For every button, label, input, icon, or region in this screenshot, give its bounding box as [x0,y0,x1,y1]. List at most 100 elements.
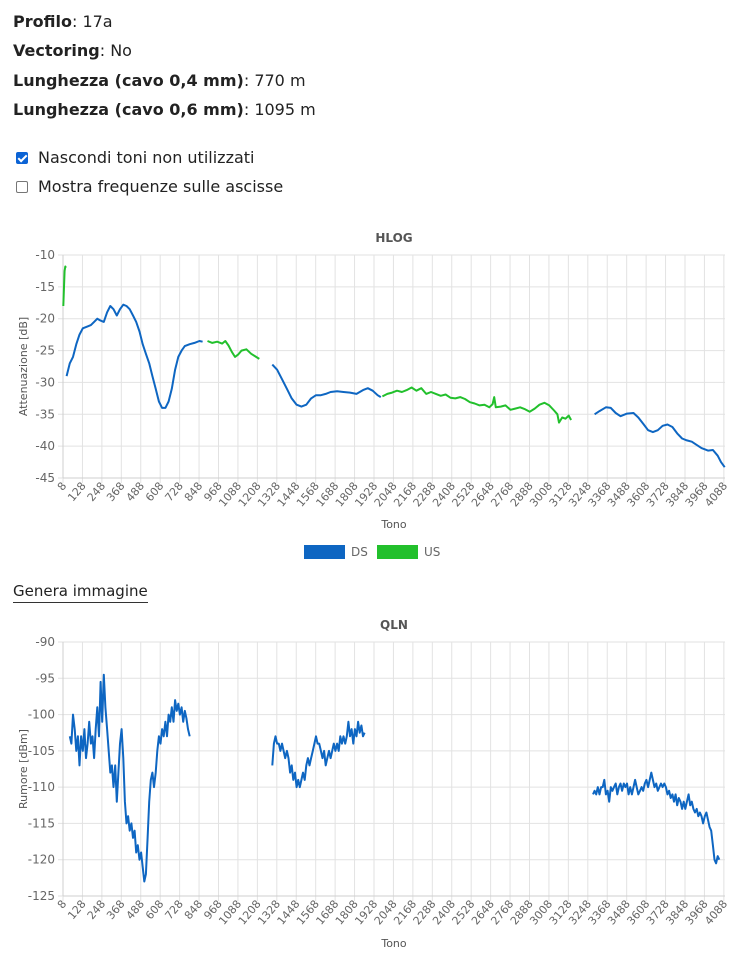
qln-x-tick-label: 608 [143,898,166,922]
legend-label-us: US [424,545,440,559]
qln-x-tick-label: 3368 [586,898,614,928]
qln-y-tick-label: -110 [28,780,55,794]
qln-y-tick-label: -100 [28,708,55,722]
show-frequencies-option[interactable]: Mostra frequenze sulle ascisse [16,177,283,196]
qln-x-tick-label: 2888 [508,898,536,928]
qln-x-tick-label: 3728 [644,898,672,928]
hlog-x-tick-label: 1208 [236,480,264,510]
show-frequencies-checkbox[interactable] [16,180,28,193]
hlog-x-tick-label: 2648 [469,480,497,510]
hlog-y-tick-label: -20 [35,312,55,326]
hlog-x-tick-label: 2048 [372,480,400,510]
hlog-x-tick-label: 488 [124,480,147,504]
hlog-x-tick-label: 2528 [450,480,478,510]
qln-series-ds-line [592,771,721,865]
qln-x-tick-label: 2528 [450,898,478,928]
qln-y-tick-label: -90 [35,635,55,649]
qln-x-tick-label: 1448 [275,898,303,928]
qln-x-tick-label: 1208 [236,898,264,928]
qln-x-tick-label: 2048 [372,898,400,928]
qln-x-tick-label: 848 [182,898,205,922]
hlog-x-tick-label: 3608 [624,480,652,510]
hlog-y-tick-label: -40 [35,439,55,453]
vectoring-line: Vectoring: No [13,41,132,60]
length-04-value: 770 m [254,71,306,90]
vectoring-value: No [110,41,132,60]
qln-y-tick-label: -125 [28,889,55,903]
qln-x-tick-label: 368 [104,898,127,922]
qln-x-tick-label: 3248 [566,898,594,928]
hlog-y-tick-label: -10 [35,248,55,262]
hlog-title: HLOG [375,231,412,245]
qln-y-axis-title: Rumore [dBm] [17,729,30,809]
qln-x-tick-label: 3608 [624,898,652,928]
hlog-x-tick-label: 728 [162,480,185,504]
vectoring-label: Vectoring [13,41,100,60]
hlog-x-tick-label: 1448 [275,480,303,510]
length-06-label: Lunghezza (cavo 0,6 mm) [13,100,244,119]
hlog-x-tick-label: 1808 [333,480,361,510]
profile-value: 17a [82,12,113,31]
hlog-x-tick-label: 3128 [547,480,575,510]
qln-x-tick-label: 2408 [430,898,458,928]
hlog-series-ds-line [594,406,726,468]
qln-y-tick-label: -115 [28,816,55,830]
hlog-series-ds-line [271,363,382,408]
hlog-x-tick-label: 4088 [702,480,730,510]
length-04-label: Lunghezza (cavo 0,4 mm) [13,71,244,90]
qln-x-tick-label: 128 [65,898,88,922]
qln-x-tick-label: 248 [85,898,108,922]
hlog-series-us-line [62,265,67,307]
qln-x-tick-label: 3488 [605,898,633,928]
hlog-x-tick-label: 2168 [391,480,419,510]
legend-swatch-ds [304,545,345,559]
show-frequencies-label: Mostra frequenze sulle ascisse [38,177,284,196]
hlog-x-tick-label: 2408 [430,480,458,510]
qln-x-tick-label: 2768 [488,898,516,928]
profile-line: Profilo: 17a [13,12,113,31]
length-06-line: Lunghezza (cavo 0,6 mm): 1095 m [13,100,316,119]
legend-swatch-us [377,545,418,559]
hlog-x-tick-label: 1688 [313,480,341,510]
qln-x-tick-label: 728 [162,898,185,922]
profile-label: Profilo [13,12,72,31]
length-06-value: 1095 m [254,100,316,119]
hide-unused-tones-label: Nascondi toni non utilizzati [38,148,255,167]
generate-image-button[interactable]: Genera immagine [13,582,148,603]
qln-x-tick-label: 1808 [333,898,361,928]
hlog-x-tick-label: 3368 [586,480,614,510]
hlog-y-axis-title: Attenuazione [dB] [17,317,30,416]
hlog-y-tick-label: -45 [35,471,55,485]
hlog-x-tick-label: 368 [104,480,127,504]
qln-title: QLN [380,618,408,632]
hlog-x-tick-label: 3728 [644,480,672,510]
hlog-x-tick-label: 848 [182,480,205,504]
qln-x-tick-label: 2648 [469,898,497,928]
qln-x-tick-label: 3128 [547,898,575,928]
qln-series-ds-line [68,673,191,883]
hlog-x-tick-label: 248 [85,480,108,504]
qln-x-tick-label: 2168 [391,898,419,928]
hide-unused-tones-checkbox[interactable] [16,151,28,164]
hlog-x-tick-label: 3848 [663,480,691,510]
hlog-x-tick-label: 2288 [411,480,439,510]
hlog-y-tick-label: -30 [35,375,55,389]
qln-x-tick-label: 1928 [352,898,380,928]
hlog-series-ds-line [65,303,203,409]
hide-unused-tones-option[interactable]: Nascondi toni non utilizzati [16,148,254,167]
qln-x-tick-label: 1328 [255,898,283,928]
qln-x-tick-label: 3848 [663,898,691,928]
hlog-x-tick-label: 3008 [527,480,555,510]
hlog-series-us-line [207,340,260,360]
hlog-x-tick-label: 1568 [294,480,322,510]
hlog-y-tick-label: -15 [35,280,55,294]
hlog-x-tick-label: 1928 [352,480,380,510]
qln-x-tick-label: 4088 [702,898,730,928]
hlog-x-tick-label: 3968 [683,480,711,510]
hlog-y-tick-label: -25 [35,344,55,358]
qln-x-tick-label: 3008 [527,898,555,928]
hlog-x-tick-label: 128 [65,480,88,504]
hlog-y-tick-label: -35 [35,407,55,421]
hlog-x-tick-label: 2888 [508,480,536,510]
